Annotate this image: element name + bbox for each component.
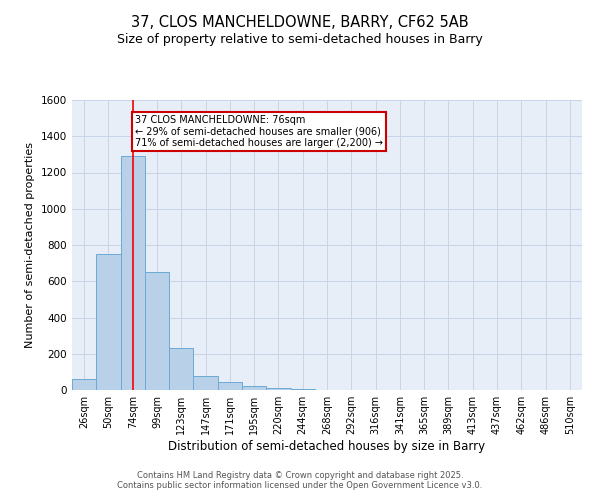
Text: 37, CLOS MANCHELDOWNE, BARRY, CF62 5AB: 37, CLOS MANCHELDOWNE, BARRY, CF62 5AB <box>131 15 469 30</box>
X-axis label: Distribution of semi-detached houses by size in Barry: Distribution of semi-detached houses by … <box>169 440 485 453</box>
Bar <box>242 386 266 390</box>
Text: Size of property relative to semi-detached houses in Barry: Size of property relative to semi-detach… <box>117 32 483 46</box>
Bar <box>266 388 290 390</box>
Bar <box>121 156 145 390</box>
Text: Contains HM Land Registry data © Crown copyright and database right 2025.
Contai: Contains HM Land Registry data © Crown c… <box>118 470 482 490</box>
Bar <box>218 382 242 390</box>
Bar <box>193 376 218 390</box>
Y-axis label: Number of semi-detached properties: Number of semi-detached properties <box>25 142 35 348</box>
Bar <box>290 388 315 390</box>
Text: 37 CLOS MANCHELDOWNE: 76sqm
← 29% of semi-detached houses are smaller (906)
71% : 37 CLOS MANCHELDOWNE: 76sqm ← 29% of sem… <box>135 114 383 148</box>
Bar <box>72 379 96 390</box>
Bar <box>96 254 121 390</box>
Bar <box>169 348 193 390</box>
Bar <box>145 272 169 390</box>
